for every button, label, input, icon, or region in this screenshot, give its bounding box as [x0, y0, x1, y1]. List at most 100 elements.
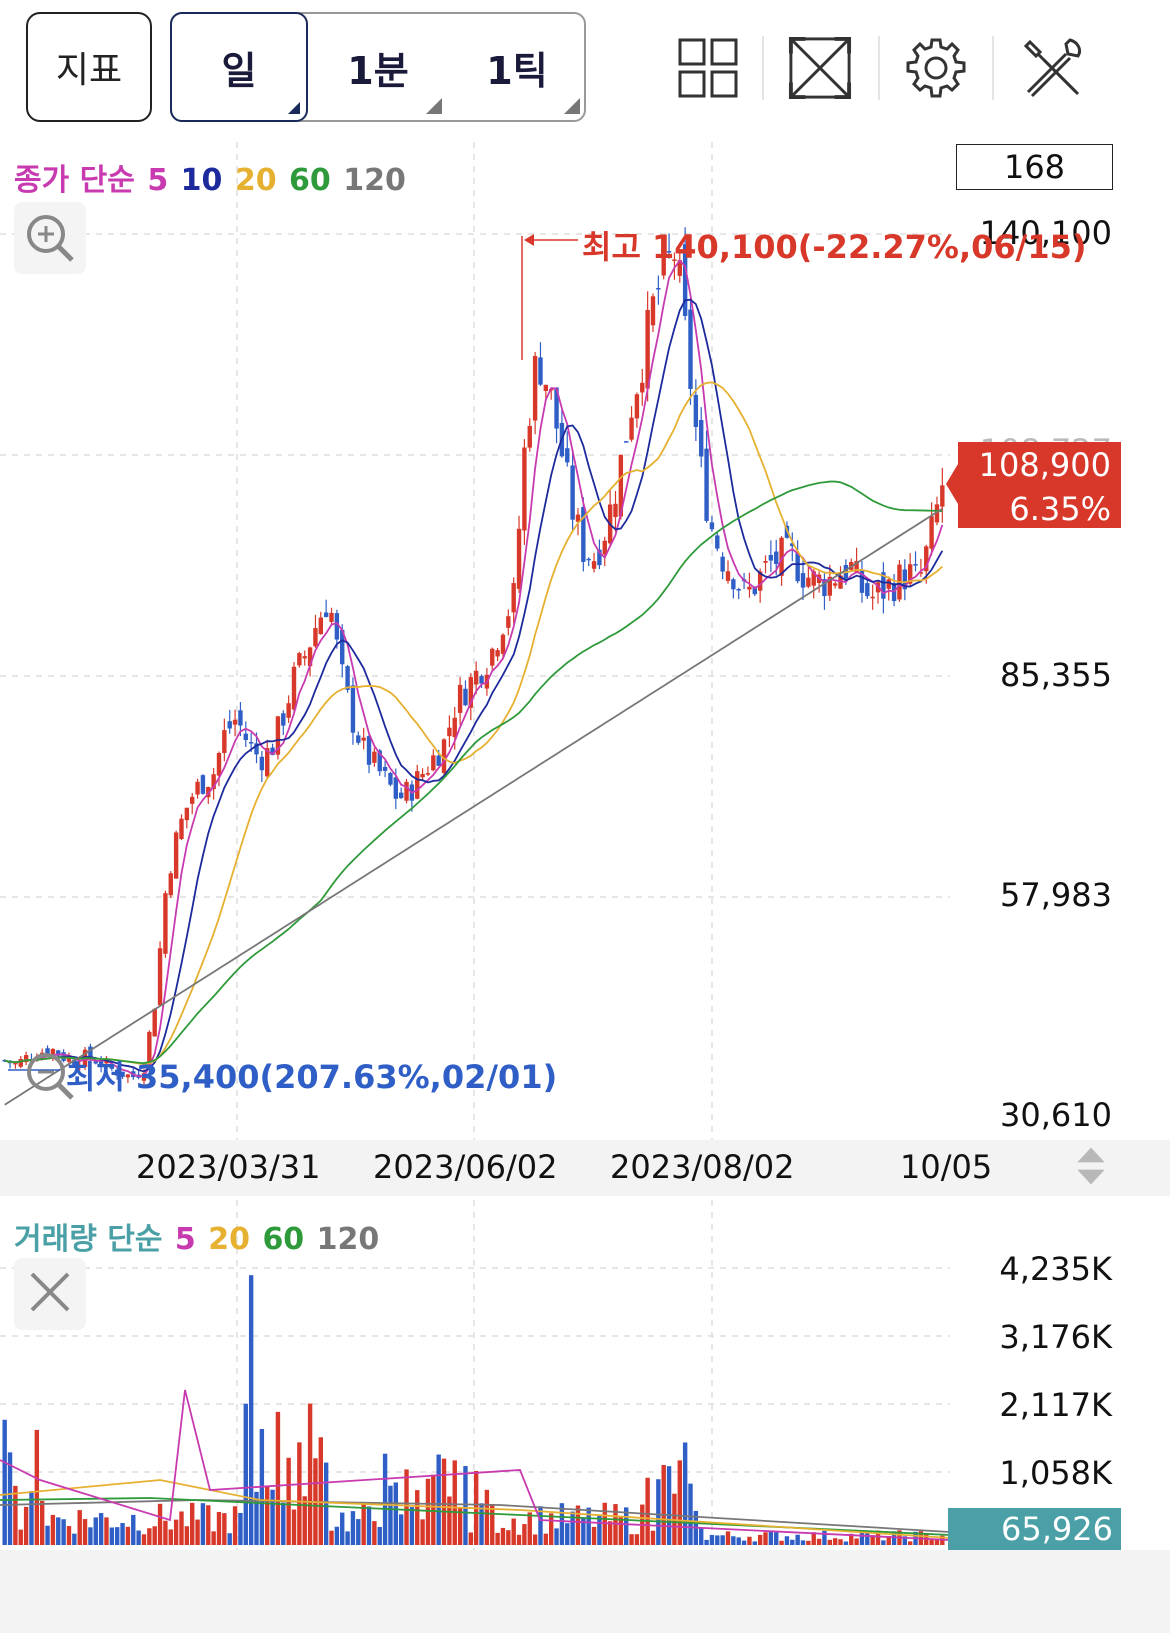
price-tick-label: 30,610 [1000, 1096, 1112, 1134]
scroll-arrows-icon[interactable] [1066, 1144, 1116, 1188]
price-count-box[interactable]: 168 [956, 144, 1113, 190]
volume-bar [747, 1536, 752, 1545]
volume-bar [875, 1530, 881, 1545]
volume-bar [581, 1517, 586, 1545]
volume-bar [243, 1403, 248, 1545]
close-icon [30, 1272, 70, 1312]
candle-body [913, 564, 918, 566]
period-minute-tab[interactable]: 1분 [308, 14, 448, 120]
volume-bar [554, 1528, 559, 1545]
ma20-legend: 20 [234, 163, 277, 198]
candle-body [372, 751, 377, 763]
volume-bar [832, 1538, 838, 1545]
candle-body [441, 739, 447, 773]
price-tick-label: 85,355 [1000, 656, 1112, 694]
candle-body [907, 564, 913, 584]
candle-body [452, 717, 457, 738]
date-axis[interactable]: 2023/03/31 2023/06/02 2023/08/02 10/05 [0, 1140, 1170, 1196]
grid-layout-icon[interactable] [676, 36, 740, 100]
candle-body [50, 1049, 56, 1057]
candle-body [173, 832, 179, 879]
candle-body [827, 576, 833, 596]
volume-bar [7, 1452, 13, 1545]
period-tick-tab[interactable]: 1틱 [448, 14, 586, 120]
volume-bar [425, 1478, 431, 1545]
candle-body [211, 774, 216, 790]
volume-bar [656, 1479, 661, 1545]
candle-body [859, 570, 865, 593]
zoom-in-button[interactable] [14, 202, 86, 274]
volume-bar [297, 1442, 302, 1545]
candle-body [238, 710, 243, 726]
candle-body [613, 503, 618, 518]
candle-body [870, 596, 875, 599]
candle-body [757, 571, 763, 591]
period-day-label: 일 [221, 48, 257, 93]
volume-bar [2, 1419, 7, 1545]
candle-body [656, 288, 661, 290]
volume-bar [688, 1483, 693, 1545]
fullscreen-icon[interactable] [788, 36, 852, 100]
volume-bar [575, 1505, 581, 1545]
volume-bar [532, 1534, 538, 1545]
volume-bar [447, 1496, 452, 1545]
volume-bar [173, 1519, 179, 1545]
ma5-line [4, 259, 944, 1078]
volume-bar [934, 1538, 940, 1545]
volume-bar [270, 1489, 275, 1545]
toolbar-divider [878, 36, 880, 100]
candle-body [340, 629, 345, 665]
volume-tick-label: 3,176K [999, 1318, 1112, 1356]
ma10-line [4, 298, 944, 1073]
volume-bar [849, 1533, 854, 1545]
candle-body [790, 543, 795, 547]
candle-body [522, 447, 527, 531]
candle-body [415, 771, 420, 799]
volume-bar [238, 1512, 243, 1545]
volume-bar [484, 1489, 490, 1545]
tools-icon[interactable] [1020, 36, 1084, 100]
volume-bar [548, 1513, 554, 1545]
volume-bar [227, 1533, 232, 1545]
close-volume-button[interactable] [14, 1258, 86, 1330]
volume-bar [452, 1460, 457, 1545]
period-day-tab[interactable]: 일 [170, 12, 308, 122]
candle-body [924, 546, 929, 572]
zoom-out-button[interactable] [14, 1040, 86, 1112]
candle-body [404, 781, 409, 801]
volume-bar [168, 1529, 173, 1545]
indicator-button[interactable]: 지표 [26, 12, 152, 122]
volume-bar [125, 1526, 131, 1545]
candle-body [313, 628, 318, 647]
candle-body [93, 1061, 98, 1064]
candle-body [66, 1057, 72, 1062]
volume-bar [147, 1528, 152, 1545]
candle-body [377, 750, 382, 772]
candle-body [318, 617, 323, 635]
vol-ma120-line [0, 1499, 951, 1533]
zoom-out-icon [27, 1053, 74, 1100]
candle-body [190, 796, 195, 804]
candle-body [586, 558, 591, 561]
candle-body [184, 807, 190, 821]
candle-body [216, 752, 222, 776]
toolbar-divider [762, 36, 764, 100]
volume-bar [715, 1535, 720, 1545]
volume-bar [490, 1505, 495, 1545]
volume-bar [131, 1514, 136, 1545]
candle-body [570, 465, 575, 520]
ma120-legend: 120 [343, 163, 406, 198]
volume-bar [666, 1466, 672, 1545]
volume-bar [350, 1511, 356, 1545]
volume-bar [495, 1532, 500, 1545]
candle-body [281, 713, 286, 726]
volume-bar [570, 1511, 575, 1545]
zoom-in-icon [27, 215, 74, 262]
candle-body [152, 1008, 157, 1037]
vol-ma120-legend: 120 [316, 1222, 380, 1257]
candle-body [200, 775, 206, 794]
volume-bar [838, 1539, 843, 1545]
volume-bar [720, 1535, 725, 1545]
gear-icon[interactable] [904, 36, 968, 100]
